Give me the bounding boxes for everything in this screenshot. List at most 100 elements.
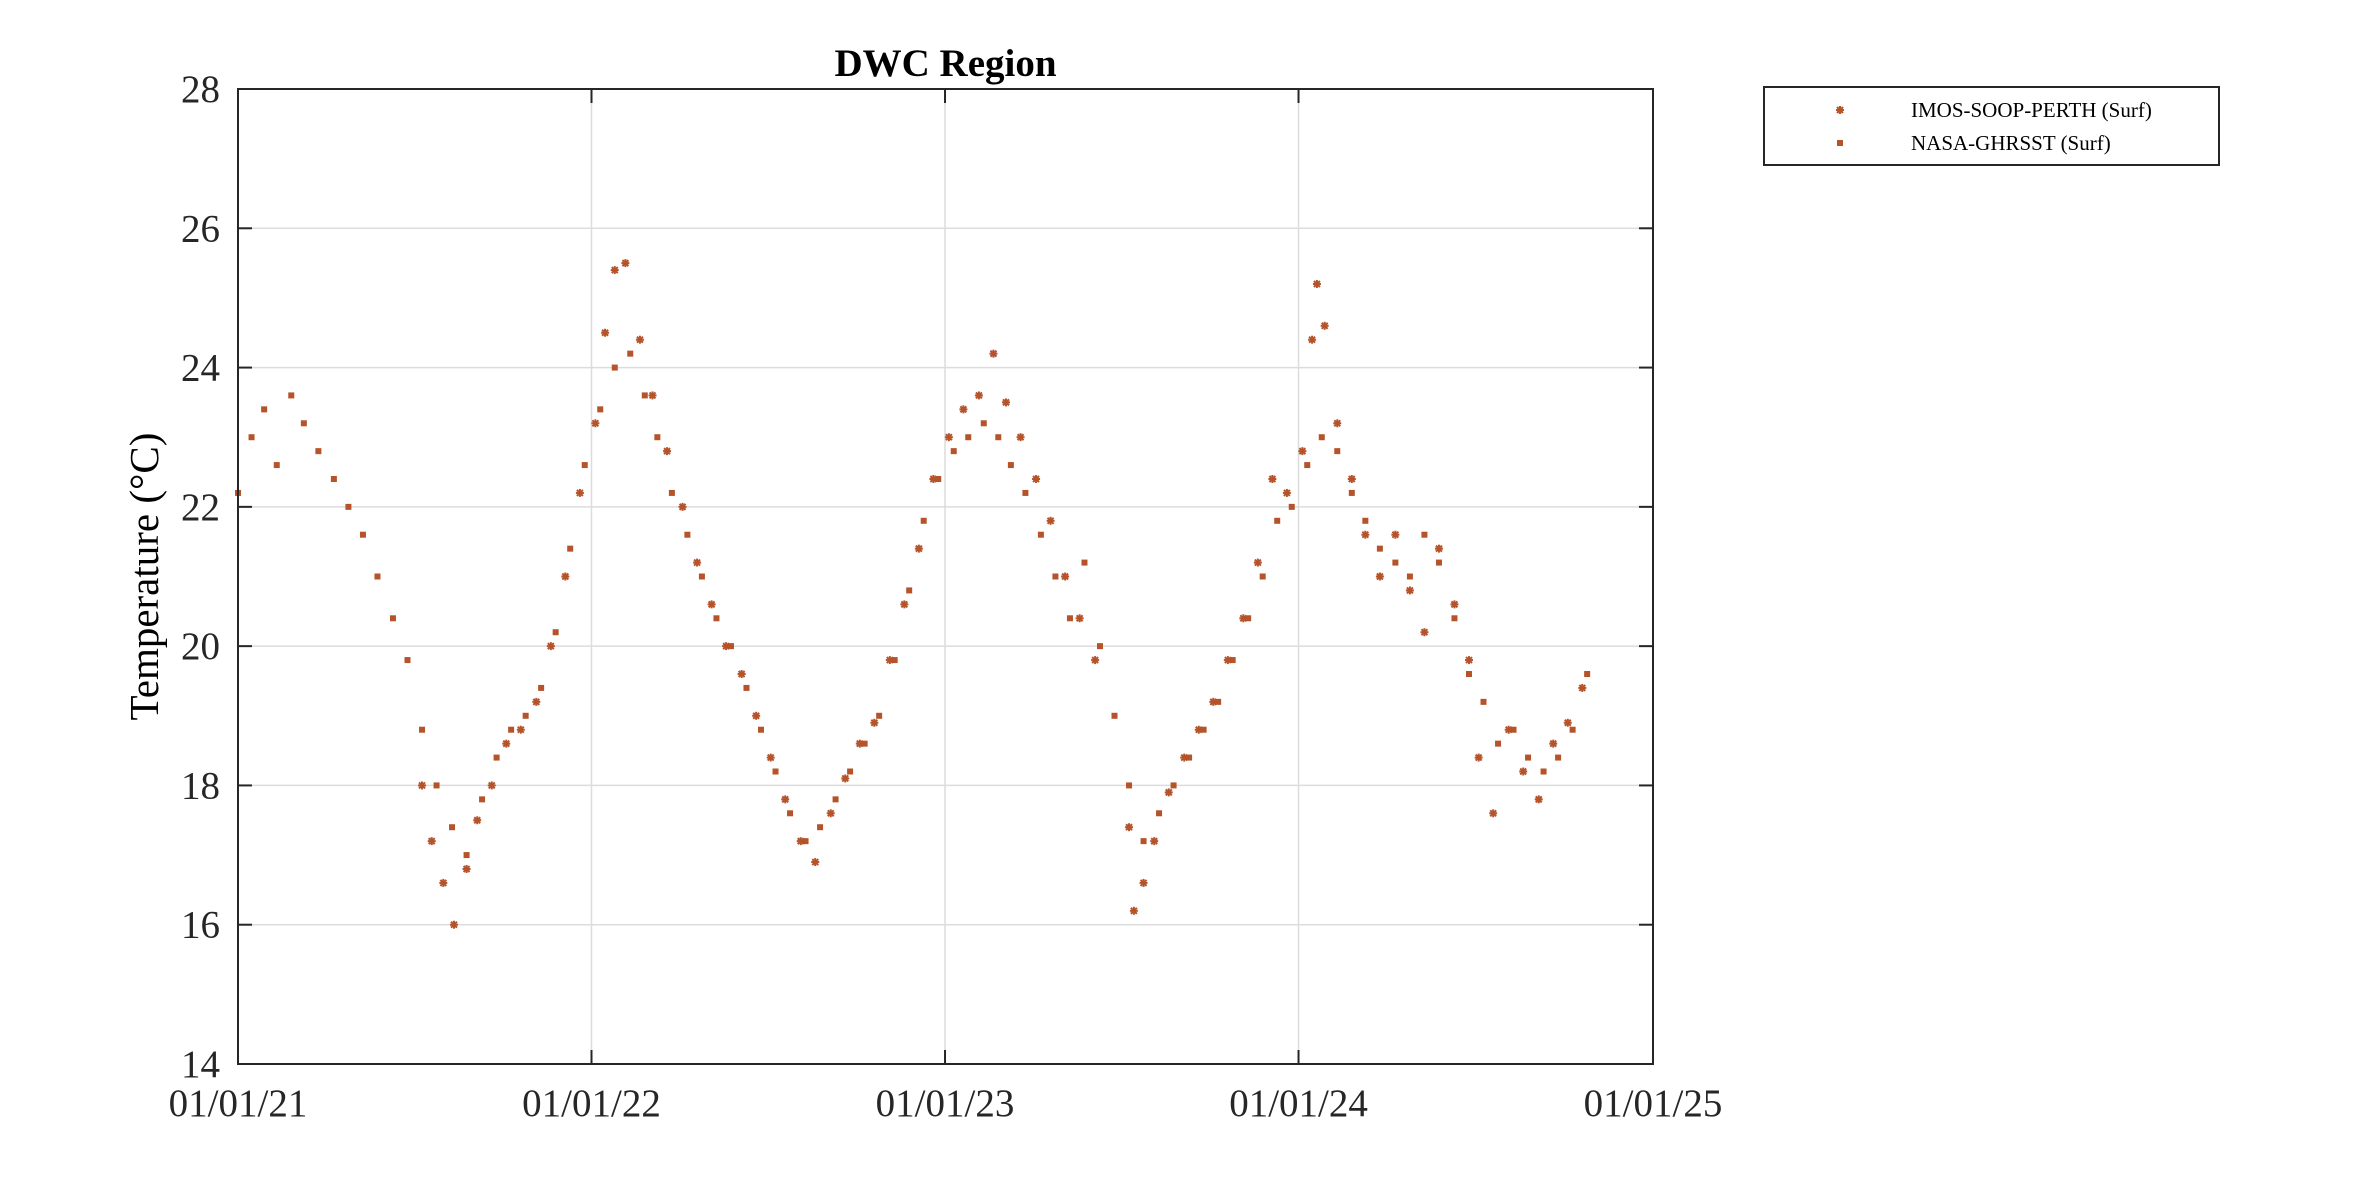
data-point-asterisk	[1320, 321, 1329, 330]
data-point-asterisk	[1061, 572, 1070, 581]
asterisk-stroke	[591, 419, 600, 427]
data-point-asterisk	[1046, 516, 1055, 525]
data-point-asterisk	[1139, 878, 1148, 887]
data-point-square	[772, 768, 779, 775]
x-tick-label: 01/01/21	[169, 1082, 308, 1125]
data-point-square	[1081, 559, 1088, 566]
data-point-square	[419, 726, 426, 733]
data-point-square	[261, 406, 268, 413]
data-point-asterisk	[449, 920, 458, 929]
data-point-square	[1540, 768, 1547, 775]
data-point-asterisk	[974, 391, 983, 400]
data-point-asterisk	[532, 697, 541, 706]
data-point-asterisk	[462, 865, 471, 873]
data-point-square	[668, 489, 675, 496]
data-point-square	[1215, 698, 1222, 705]
asterisk-stroke	[1130, 907, 1138, 915]
data-point-asterisk	[841, 774, 850, 783]
data-point-asterisk	[1268, 475, 1277, 483]
asterisk-stroke	[1298, 447, 1307, 455]
asterisk-stroke	[1465, 656, 1473, 664]
data-point-asterisk	[1405, 586, 1414, 595]
data-point-square	[567, 545, 574, 552]
asterisk-stroke	[1268, 475, 1277, 483]
y-tick-label: 24	[181, 347, 220, 390]
data-point-asterisk	[1091, 656, 1100, 665]
data-point-square	[995, 434, 1002, 441]
data-point-square	[463, 852, 470, 859]
asterisk-stroke	[648, 391, 657, 400]
asterisk-stroke	[989, 349, 998, 358]
data-point-square	[1304, 462, 1311, 469]
data-point-asterisk	[546, 642, 555, 651]
asterisk-stroke	[900, 600, 909, 609]
data-point-square	[980, 420, 987, 427]
data-point-asterisk	[1129, 906, 1138, 915]
asterisk-stroke	[488, 781, 496, 790]
data-point-square	[698, 573, 705, 580]
data-point-asterisk	[610, 266, 619, 275]
legend-marker-square	[1837, 140, 1843, 146]
data-point-square	[1111, 712, 1118, 719]
data-point-square	[684, 531, 691, 538]
data-point-square	[1170, 782, 1177, 789]
data-point-asterisk	[1333, 419, 1342, 428]
data-point-asterisk	[1150, 837, 1159, 846]
asterisk-stroke	[1016, 433, 1025, 441]
data-point-square	[727, 643, 734, 650]
data-point-asterisk	[1075, 614, 1084, 623]
asterisk-stroke	[1283, 489, 1291, 497]
data-point-square	[1318, 434, 1325, 441]
data-point-square	[1126, 782, 1133, 789]
y-tick-label: 20	[181, 625, 220, 668]
asterisk-stroke	[1125, 823, 1133, 831]
asterisk-stroke	[1333, 419, 1341, 427]
data-point-square	[1096, 643, 1103, 650]
data-point-square	[1569, 726, 1576, 733]
data-point-asterisk	[1489, 809, 1498, 818]
asterisk-stroke	[532, 698, 541, 706]
asterisk-stroke	[1320, 322, 1329, 330]
data-point-square	[1362, 517, 1369, 524]
data-point-square	[817, 824, 824, 831]
axes	[237, 88, 1654, 1065]
asterisk-stroke	[1150, 837, 1158, 845]
asterisk-stroke	[707, 600, 716, 609]
data-point-square	[1140, 838, 1147, 845]
asterisk-stroke	[766, 753, 775, 762]
asterisk-stroke	[576, 489, 584, 497]
data-point-asterisk	[1016, 433, 1025, 442]
data-point-square	[1584, 671, 1591, 677]
data-point-square	[1007, 462, 1014, 469]
data-point-asterisk	[591, 419, 600, 428]
data-point-asterisk	[1391, 530, 1400, 539]
data-point-asterisk	[439, 878, 448, 887]
data-point-square	[1274, 517, 1281, 524]
data-point-asterisk	[1534, 795, 1543, 804]
data-point-square	[433, 782, 440, 789]
asterisk-stroke	[1406, 586, 1414, 595]
data-point-square	[1555, 754, 1562, 761]
asterisk-stroke	[450, 921, 458, 929]
asterisk-stroke	[827, 809, 835, 817]
asterisk-stroke	[462, 865, 471, 873]
asterisk-stroke	[1308, 336, 1316, 344]
data-point-square	[1037, 531, 1044, 538]
data-point-square	[935, 476, 942, 482]
data-point-asterisk	[1434, 544, 1443, 553]
data-point-square	[876, 712, 883, 719]
asterisk-stroke	[1376, 572, 1384, 581]
grid-lines	[238, 89, 1653, 1064]
data-point-square	[627, 350, 634, 357]
data-point-square	[552, 629, 559, 636]
data-point-asterisk	[707, 600, 716, 609]
data-point-square	[315, 448, 322, 455]
data-point-square	[950, 448, 957, 455]
asterisk-stroke	[1450, 600, 1459, 609]
data-point-square	[920, 517, 927, 524]
asterisk-stroke	[621, 259, 630, 267]
asterisk-stroke	[811, 858, 819, 866]
data-point-asterisk	[427, 837, 436, 846]
data-point-square	[641, 392, 648, 399]
